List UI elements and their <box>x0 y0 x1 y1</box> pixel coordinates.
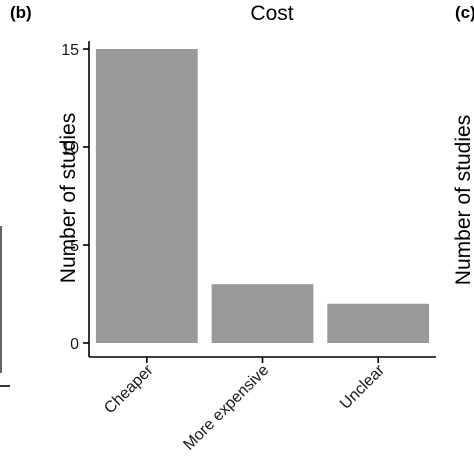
y-tick-label: 0 <box>70 336 79 353</box>
bar-1 <box>211 284 314 343</box>
x-tick-label: Unclear <box>337 361 388 412</box>
neighbor-panel-fragment <box>0 226 10 387</box>
x-tick-label: More expensive <box>180 362 272 454</box>
neighbor-y-axis-title: Number of studies <box>452 115 474 285</box>
panel-label-c: (c) <box>455 3 474 22</box>
panel-label-b: (b) <box>10 3 32 22</box>
y-tick-label: 5 <box>70 238 79 255</box>
x-tick-label: Cheaper <box>101 361 157 417</box>
bar-2 <box>327 303 430 343</box>
x-axis: Cheaper More expensive Unclear <box>89 356 436 454</box>
y-tick-label: 10 <box>61 140 79 157</box>
y-axis-title: Number of studies <box>57 113 80 283</box>
y-axis: 0 5 10 15 <box>61 41 90 357</box>
chart-title: Cost <box>250 2 293 25</box>
bars-group <box>95 49 430 343</box>
bar-0 <box>95 49 198 343</box>
y-tick-label: 15 <box>61 42 79 59</box>
